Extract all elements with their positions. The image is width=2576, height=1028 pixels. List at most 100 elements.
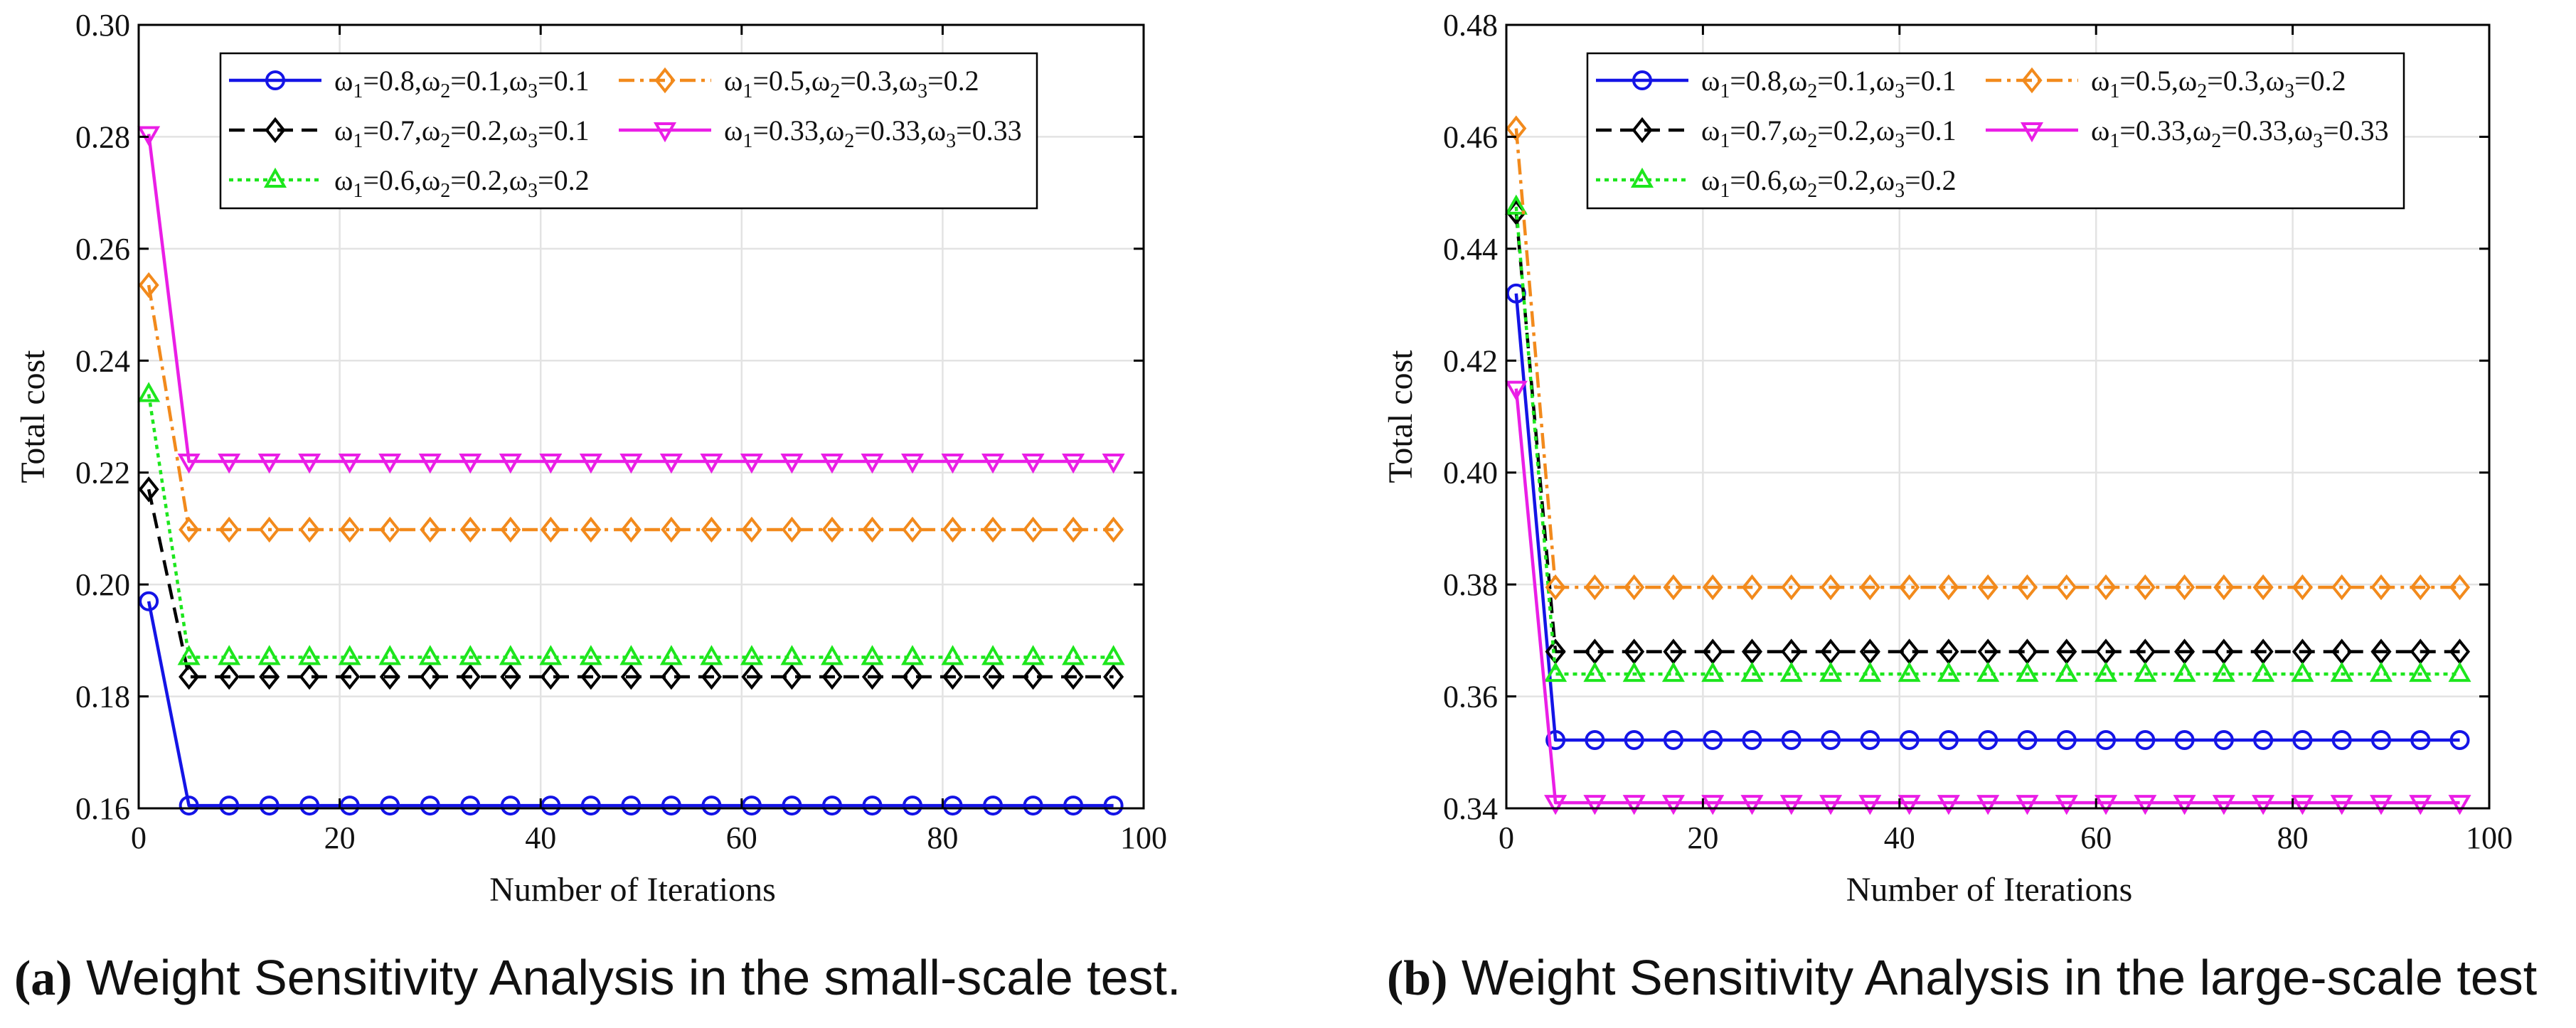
y-tick-label: 0.44 <box>1443 232 1498 267</box>
series-line <box>147 134 1114 464</box>
legend-item: ω1=0.33,ω2=0.33,ω3=0.33 <box>619 114 1022 152</box>
data-point <box>821 516 843 543</box>
data-point <box>1544 661 1568 682</box>
y-tick-label: 0.20 <box>75 567 130 602</box>
data-point <box>1740 795 1764 815</box>
data-point <box>459 453 482 474</box>
data-point <box>579 645 602 665</box>
data-point <box>1742 729 1762 750</box>
data-point <box>903 796 923 816</box>
data-point <box>2213 729 2234 750</box>
chart-a: 0 20 40 60 80 100 0.16 0.18 0.20 0.22 0.24 0.26 0.28… <box>14 8 1167 909</box>
legend-label: ω1=0.5,ω2=0.3,ω3=0.2 <box>724 65 979 102</box>
data-point <box>861 453 884 474</box>
legend-marker <box>2021 67 2043 94</box>
data-point <box>981 645 1005 665</box>
data-point <box>2292 729 2313 750</box>
data-point <box>620 516 642 543</box>
data-point <box>2370 729 2391 750</box>
data-point <box>659 645 683 665</box>
series-2 <box>138 476 1124 690</box>
data-point <box>298 453 321 474</box>
caption-b-text: Weight Sensitivity Analysis in the large… <box>1447 950 2538 1005</box>
data-point <box>821 796 842 816</box>
data-point <box>179 516 200 543</box>
series-line <box>1514 388 2460 805</box>
data-point <box>941 645 964 665</box>
data-point <box>1976 795 2000 815</box>
x-tick-label: 20 <box>324 820 356 855</box>
legend-marker <box>1632 117 1653 144</box>
series-1 <box>1506 283 2470 750</box>
data-point <box>900 453 925 474</box>
data-point <box>2330 795 2353 815</box>
x-tick-label: 60 <box>2080 820 2112 855</box>
legend-item: ω1=0.6,ω2=0.2,ω3=0.2 <box>229 164 590 202</box>
data-point <box>420 516 441 543</box>
x-tick-label: 100 <box>1120 820 1167 855</box>
data-point <box>621 796 642 816</box>
data-point <box>1859 574 1880 601</box>
data-point <box>2135 729 2156 750</box>
data-point <box>2134 795 2157 815</box>
data-point <box>1781 729 1801 750</box>
data-point <box>659 453 683 474</box>
y-tick-label: 0.28 <box>75 119 130 154</box>
series-line <box>1514 128 2460 589</box>
data-point <box>900 645 925 665</box>
x-tick-label: 100 <box>2466 820 2513 855</box>
data-point <box>1545 729 1566 750</box>
data-point <box>1899 729 1920 750</box>
data-point <box>2134 661 2157 682</box>
data-point <box>2409 661 2432 682</box>
data-point <box>2291 795 2314 815</box>
data-point <box>379 663 400 690</box>
legend-label: ω1=0.33,ω2=0.33,ω3=0.33 <box>724 114 1022 152</box>
data-point <box>259 516 280 543</box>
data-point <box>861 645 884 665</box>
data-point <box>701 796 722 816</box>
data-point <box>580 796 601 816</box>
data-point <box>2253 729 2274 750</box>
legend-label: ω1=0.7,ω2=0.2,ω3=0.1 <box>1701 114 1957 152</box>
data-point <box>1740 661 1764 682</box>
legend-label: ω1=0.33,ω2=0.33,ω3=0.33 <box>2091 114 2389 152</box>
data-point <box>1661 661 1685 682</box>
data-point <box>1701 661 1725 682</box>
data-point <box>1583 661 1607 682</box>
series-4 <box>138 272 1124 543</box>
legend-item: ω1=0.5,ω2=0.3,ω3=0.2 <box>1986 65 2346 102</box>
data-point <box>2212 795 2235 815</box>
data-point <box>821 663 843 690</box>
data-point <box>1819 661 1843 682</box>
data-point <box>2174 729 2195 750</box>
data-point <box>420 796 440 816</box>
data-point <box>1663 729 1683 750</box>
data-point <box>820 453 844 474</box>
data-point <box>1545 574 1566 601</box>
data-point <box>1062 645 1085 665</box>
data-point <box>579 453 602 474</box>
data-point <box>1103 663 1124 690</box>
data-point <box>1899 574 1920 601</box>
x-tick-label: 0 <box>131 820 147 855</box>
data-point <box>1661 795 1685 815</box>
data-point <box>257 645 281 665</box>
data-point <box>2095 574 2117 601</box>
series-3 <box>1504 194 2471 682</box>
data-point <box>177 645 201 665</box>
legend-label: ω1=0.8,ω2=0.1,ω3=0.1 <box>334 65 590 102</box>
data-point <box>1937 795 1960 815</box>
legend-item: ω1=0.8,ω2=0.1,ω3=0.1 <box>229 65 590 102</box>
data-point <box>1102 645 1125 665</box>
data-point <box>781 663 803 690</box>
data-point <box>1102 453 1125 474</box>
legend-label: ω1=0.8,ω2=0.1,ω3=0.1 <box>1701 65 1957 102</box>
data-point <box>700 453 723 474</box>
data-point <box>500 663 521 690</box>
legend-item: ω1=0.5,ω2=0.3,ω3=0.2 <box>619 65 979 102</box>
data-point <box>1938 729 1959 750</box>
data-point <box>983 796 1004 816</box>
legend-marker <box>265 117 286 144</box>
